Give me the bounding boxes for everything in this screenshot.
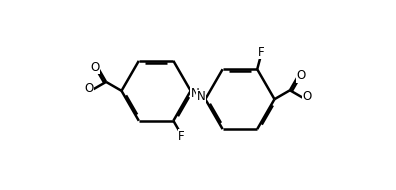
Text: O: O: [296, 69, 306, 82]
Text: O: O: [84, 82, 94, 95]
Text: F: F: [178, 130, 185, 143]
Text: N: N: [196, 90, 205, 103]
Text: O: O: [90, 61, 100, 74]
Text: O: O: [302, 90, 312, 103]
Text: N: N: [191, 87, 200, 100]
Text: F: F: [258, 46, 265, 59]
